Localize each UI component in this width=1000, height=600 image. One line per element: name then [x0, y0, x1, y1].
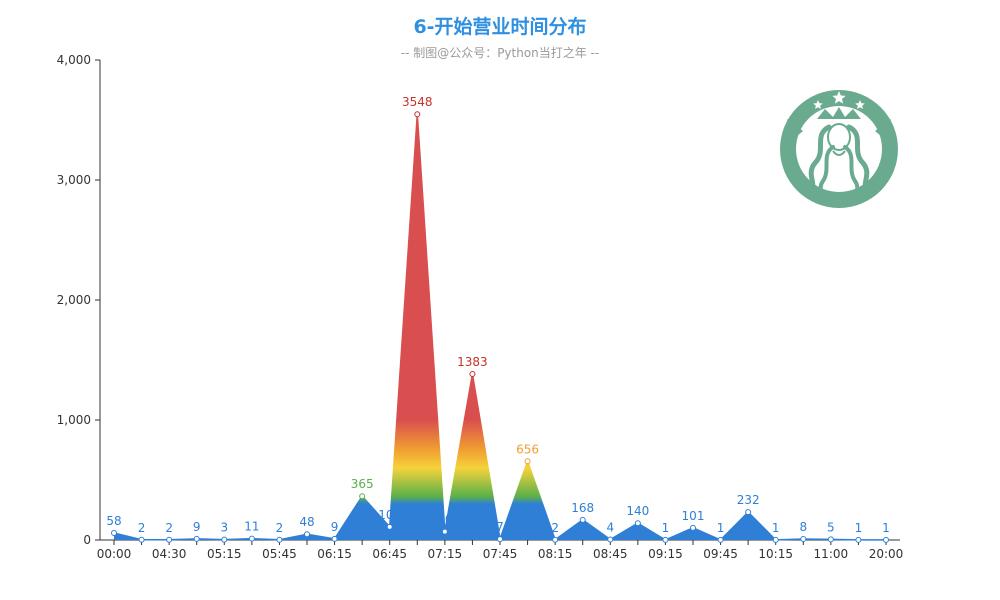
data-point	[855, 536, 862, 543]
data-point	[827, 536, 834, 543]
data-point	[497, 536, 503, 543]
data-labels: 58 2 2 9 3 11 2 48 93651093548701383765621684140…	[106, 95, 889, 535]
x-tick-label: 09:45	[703, 547, 738, 561]
data-label: 1	[882, 521, 890, 535]
x-tick-label: 07:45	[483, 547, 518, 561]
x-tick-label: 20:00	[869, 547, 904, 561]
data-label: 9	[193, 520, 201, 534]
data-point	[772, 536, 779, 543]
data-label: 5	[827, 520, 835, 534]
area-series	[114, 114, 886, 541]
data-point	[276, 536, 283, 543]
y-tick-label: 1,000	[57, 413, 91, 427]
data-label: 1	[717, 521, 725, 535]
x-tick-label: 06:45	[372, 547, 407, 561]
data-point	[221, 536, 228, 543]
data-point	[745, 509, 752, 516]
data-point	[662, 536, 669, 543]
data-point	[469, 371, 476, 378]
data-label: 4	[606, 521, 614, 535]
data-point	[579, 516, 586, 523]
data-label: 168	[571, 501, 594, 515]
data-label: 1	[662, 521, 670, 535]
line-series	[113, 114, 886, 543]
data-label: 1	[772, 521, 780, 535]
data-label: 1	[855, 521, 863, 535]
data-point	[441, 528, 448, 535]
data-label: 140	[626, 504, 649, 518]
data-point	[386, 523, 393, 530]
data-label: 2	[276, 521, 284, 535]
data-label: 365	[351, 477, 374, 491]
x-tick-label: 04:30	[152, 547, 187, 561]
data-label: 9	[331, 520, 339, 534]
x-tick-label: 00:00	[97, 547, 132, 561]
y-axis: 0 1,000 2,000 3,000 4,000	[57, 53, 101, 547]
data-label: 2	[551, 521, 559, 535]
data-label: 232	[737, 493, 760, 507]
data-point	[248, 535, 255, 542]
x-tick-label: 08:15	[538, 547, 573, 561]
data-point	[800, 536, 807, 543]
x-tick-label: 06:15	[317, 547, 352, 561]
data-point	[138, 536, 145, 543]
data-point	[524, 458, 531, 465]
data-label: 3548	[402, 95, 433, 109]
chart-title: 6-开始营业时间分布	[413, 16, 587, 38]
x-tick-label: 09:15	[648, 547, 683, 561]
x-tick-label: 05:45	[262, 547, 297, 561]
data-label: 109	[378, 508, 401, 522]
data-point	[111, 530, 117, 537]
y-tick-label: 2,000	[57, 293, 91, 307]
data-label: 3	[220, 521, 228, 535]
data-point	[883, 536, 889, 543]
data-label: 101	[682, 509, 705, 523]
data-point	[717, 536, 724, 543]
x-tick-label: 11:00	[814, 547, 849, 561]
data-point	[304, 531, 310, 538]
data-point	[193, 535, 200, 542]
data-label: 11	[244, 520, 259, 534]
data-label: 656	[516, 442, 539, 456]
x-tick-label: 08:45	[593, 547, 628, 561]
data-point	[690, 524, 696, 531]
data-point	[414, 111, 421, 118]
x-axis: 00:00 04:30 05:15 05:45 06:15 06:45 07:15 07:45…	[97, 539, 904, 561]
data-label: 2	[165, 521, 173, 535]
data-point	[331, 535, 338, 542]
x-tick-label: 05:15	[207, 547, 242, 561]
data-point	[552, 536, 559, 543]
data-point	[634, 520, 641, 527]
data-label: 1383	[457, 355, 488, 369]
chart-subtitle: -- 制图@公众号：Python当打之年 --	[400, 46, 600, 60]
data-label: 2	[138, 521, 146, 535]
y-tick-label: 0	[83, 533, 91, 547]
x-tick-label: 07:15	[428, 547, 463, 561]
x-tick-label: 10:15	[758, 547, 793, 561]
starbucks-logo-icon	[780, 90, 898, 208]
data-label: 70	[437, 513, 452, 527]
y-tick-label: 3,000	[57, 173, 91, 187]
data-point	[166, 536, 173, 543]
data-point	[607, 536, 614, 543]
y-tick-label: 4,000	[57, 53, 91, 67]
data-label: 58	[106, 514, 121, 528]
data-point	[359, 493, 366, 500]
data-label: 8	[799, 520, 807, 534]
data-label: 48	[299, 515, 314, 529]
data-label: 7	[496, 520, 504, 534]
data-points	[111, 111, 889, 543]
